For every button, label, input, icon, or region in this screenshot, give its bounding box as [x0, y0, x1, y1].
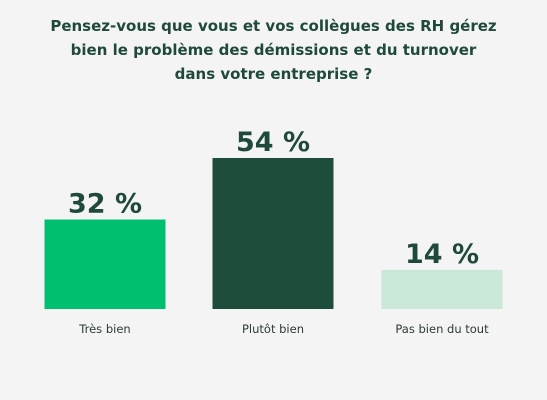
- bar-tres-bien: [44, 219, 166, 309]
- category-label-tres-bien: Très bien: [78, 322, 130, 336]
- chart-title-line-3: dans votre entreprise ?: [174, 65, 373, 83]
- value-label-pas-bien-du-tout: 14 %: [405, 239, 479, 270]
- chart-title-line-2: bien le problème des démissions et du tu…: [70, 41, 477, 59]
- value-label-tres-bien: 32 %: [68, 189, 142, 220]
- bar-pas-bien-du-tout: [381, 269, 503, 309]
- value-label-plutot-bien: 54 %: [236, 127, 310, 158]
- category-label-pas-bien-du-tout: Pas bien du tout: [395, 322, 489, 336]
- bar-plutot-bien: [212, 158, 334, 309]
- chart-title-line-1: Pensez-vous que vous et vos collègues de…: [50, 17, 497, 35]
- category-label-plutot-bien: Plutôt bien: [242, 322, 304, 336]
- chart-title: Pensez-vous que vous et vos collègues de…: [40, 14, 507, 86]
